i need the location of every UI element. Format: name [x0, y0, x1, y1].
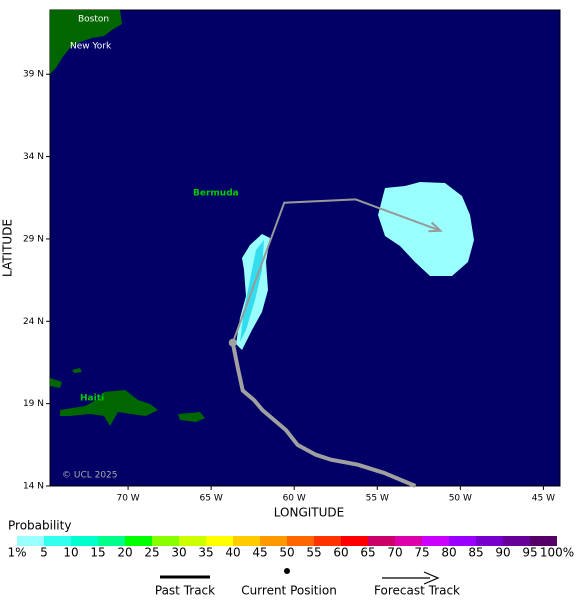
- color-swatch: [395, 536, 422, 546]
- colorbar-label: 90: [495, 546, 510, 560]
- x-tick-label: 55 W: [366, 494, 389, 504]
- legend-title: Probability: [8, 519, 71, 533]
- y-axis-title: LATITUDE: [1, 219, 15, 277]
- color-swatch: [287, 536, 314, 546]
- forecast-arrowhead: [428, 221, 443, 233]
- place-label: Boston: [78, 15, 109, 25]
- colorbar-label: 95: [522, 546, 537, 560]
- legend-arrowhead: [423, 571, 440, 585]
- legend-item: Past Track: [155, 584, 215, 598]
- x-axis-title: LONGITUDE: [274, 506, 344, 520]
- legend-item: Forecast Track: [374, 584, 460, 598]
- forecast-track: [231, 198, 441, 344]
- ocean: [49, 9, 561, 487]
- colorbar-label: 60: [333, 546, 348, 560]
- color-swatch: [98, 536, 125, 546]
- color-swatch: [476, 536, 503, 546]
- y-tick-label: 24 N: [23, 317, 44, 327]
- colorbar-label: 50: [279, 546, 294, 560]
- color-swatch: [503, 536, 530, 546]
- y-tick-label: 39 N: [23, 70, 44, 80]
- copyright: © UCL 2025: [62, 471, 118, 481]
- current-position: [228, 338, 237, 347]
- color-swatch: [449, 536, 476, 546]
- y-tick-label: 29 N: [23, 234, 44, 244]
- color-swatch: [314, 536, 341, 546]
- y-tick-label: 19 N: [23, 399, 44, 409]
- colorbar-label: 40: [225, 546, 240, 560]
- place-label: Bermuda: [193, 189, 239, 199]
- color-swatch: [260, 536, 287, 546]
- color-swatch: [179, 536, 206, 546]
- colorbar-label: 45: [252, 546, 267, 560]
- color-swatch: [341, 536, 368, 546]
- colorbar-label: 15: [90, 546, 105, 560]
- colorbar-label: 1%: [7, 546, 26, 560]
- color-swatch: [530, 536, 557, 546]
- color-swatch: [233, 536, 260, 546]
- legend-item: Current Position: [241, 584, 337, 598]
- colorbar-label: 20: [117, 546, 132, 560]
- color-swatch: [125, 536, 152, 546]
- colorbar-label: 80: [441, 546, 456, 560]
- x-tick-label: 70 W: [116, 494, 139, 504]
- color-swatch: [368, 536, 395, 546]
- past-track: [230, 342, 417, 488]
- land: [72, 368, 82, 373]
- colorbar-label: 85: [468, 546, 483, 560]
- x-tick-label: 65 W: [200, 494, 223, 504]
- probability-area: [378, 182, 474, 276]
- x-tick-label: 50 W: [449, 494, 472, 504]
- color-swatch: [44, 536, 71, 546]
- colorbar-label: 35: [198, 546, 213, 560]
- y-tick-label: 34 N: [23, 152, 44, 162]
- color-swatch: [17, 536, 44, 546]
- colorbar-label: 65: [360, 546, 375, 560]
- colorbar-label: 5: [40, 546, 48, 560]
- colorbar-label: 25: [144, 546, 159, 560]
- legend-current-position: [284, 568, 290, 574]
- colorbar-label: 10: [63, 546, 78, 560]
- y-tick-label: 14 N: [23, 482, 44, 492]
- colorbar-label: 30: [171, 546, 186, 560]
- color-swatch: [206, 536, 233, 546]
- colorbar-label: 55: [306, 546, 321, 560]
- place-label: Haiti: [80, 394, 104, 404]
- x-tick-label: 45 W: [532, 494, 555, 504]
- land: [50, 10, 122, 74]
- colorbar-label: 70: [387, 546, 402, 560]
- place-label: New York: [70, 42, 112, 52]
- colorbar-label: 75: [414, 546, 429, 560]
- colorbar-label: 100%: [540, 546, 574, 560]
- x-tick-label: 60 W: [283, 494, 306, 504]
- land: [60, 390, 158, 426]
- land: [178, 412, 205, 422]
- color-swatch: [422, 536, 449, 546]
- land: [50, 378, 62, 388]
- color-swatch: [152, 536, 179, 546]
- color-swatch: [71, 536, 98, 546]
